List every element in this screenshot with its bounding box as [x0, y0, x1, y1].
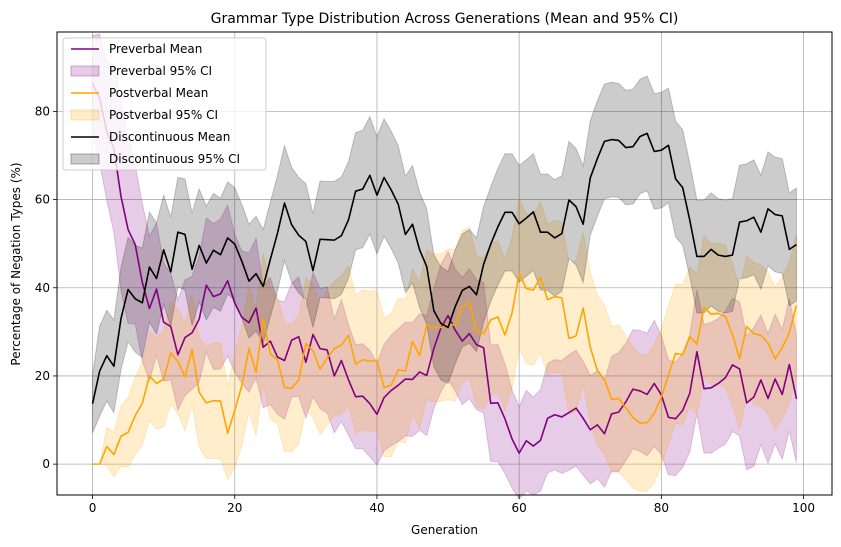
mean-line-discontinuous — [91, 132, 797, 404]
legend-band-swatch — [70, 65, 100, 77]
y-tick-label: 40 — [35, 281, 50, 295]
legend-entry-label: Preverbal 95% CI — [109, 64, 212, 78]
chart-title: Grammar Type Distribution Across Generat… — [211, 11, 679, 27]
legend-box — [62, 37, 267, 171]
legend: Preverbal Mean Preverbal 95% CI Postverbal… — [62, 37, 267, 171]
x-tick-label: 0 — [89, 501, 97, 515]
legend-band-swatch — [70, 153, 100, 165]
ci-bands — [92, 33, 797, 501]
legend-entry-label: Postverbal Mean — [109, 86, 208, 100]
grid — [57, 32, 832, 495]
mean-lines — [91, 83, 798, 465]
x-tick-label: 20 — [227, 501, 242, 515]
legend-band-swatch — [70, 109, 100, 121]
legend-entry-label: Discontinuous Mean — [109, 130, 230, 144]
legend-entry-label: Postverbal 95% CI — [109, 108, 218, 122]
y-axis-label: Percentage of Negation Types (%) — [9, 162, 23, 365]
x-tick-label: 100 — [792, 501, 815, 515]
legend-entry-label: Discontinuous 95% CI — [109, 152, 240, 166]
legend-entry-label: Preverbal Mean — [109, 42, 202, 56]
x-axis-ticks: 0 20 40 60 80 100 — [89, 495, 815, 515]
mean-line-preverbal — [91, 83, 798, 454]
plot-frame — [56, 31, 833, 496]
y-axis-ticks: 0 20 40 60 80 — [35, 104, 57, 471]
ci-band-discontinuous — [92, 75, 797, 434]
x-tick-label: 40 — [369, 501, 384, 515]
x-tick-label: 80 — [654, 501, 669, 515]
y-tick-label: 80 — [35, 104, 50, 118]
y-tick-label: 0 — [42, 457, 50, 471]
y-tick-label: 20 — [35, 369, 50, 383]
ci-band-preverbal — [92, 33, 797, 501]
x-axis-label: Generation — [411, 523, 478, 537]
y-tick-label: 60 — [35, 193, 50, 207]
x-tick-label: 60 — [512, 501, 527, 515]
